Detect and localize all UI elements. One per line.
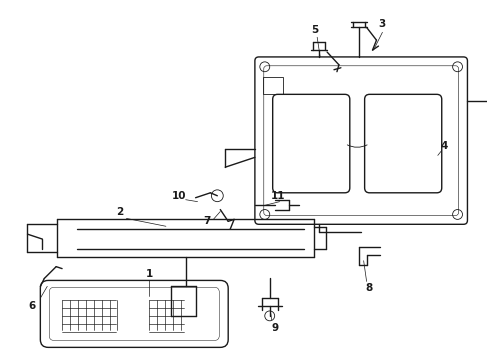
Text: 2: 2: [116, 207, 123, 217]
Text: 4: 4: [440, 140, 447, 150]
Bar: [263, 77, 283, 94]
Text: 3: 3: [379, 19, 386, 30]
Text: 6: 6: [29, 301, 36, 311]
Text: 5: 5: [312, 25, 319, 35]
Text: 8: 8: [365, 283, 372, 293]
Text: 11: 11: [270, 191, 285, 201]
Text: 10: 10: [172, 191, 186, 201]
Text: 1: 1: [146, 269, 153, 279]
Text: 9: 9: [271, 323, 278, 333]
Text: 7: 7: [204, 216, 211, 226]
